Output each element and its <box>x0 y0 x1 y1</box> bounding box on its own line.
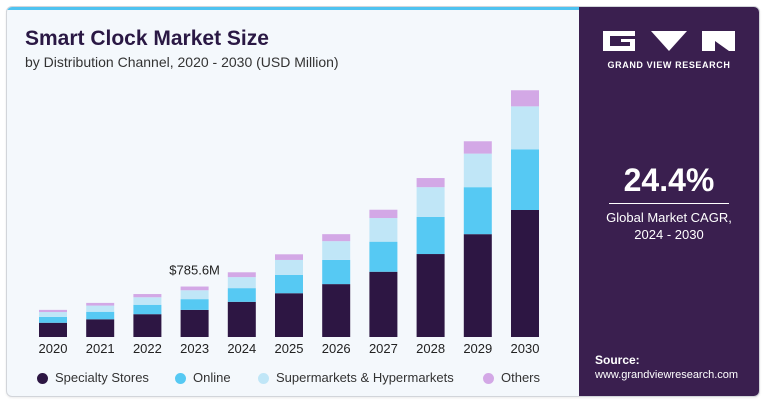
x-tick-label-2029: 2029 <box>463 341 492 356</box>
stacked-bar-chart: 2020 2021 2022 2023 2024 2025 2026 2027 2028 2029… <box>39 90 540 356</box>
bar-segment-2024-series-3 <box>227 272 256 278</box>
info-panel: GRAND VIEW RESEARCH 24.4% Global Market … <box>579 7 759 396</box>
bar-segment-2025-series-0 <box>275 293 303 337</box>
bar-segment-2027-series-3 <box>369 209 398 219</box>
x-tick-label-2030: 2030 <box>511 341 540 356</box>
x-tick-label-2023: 2023 <box>180 341 209 356</box>
bar-segment-2022-series-3 <box>133 294 162 298</box>
bar-segment-2029-series-1 <box>463 187 492 235</box>
bar-segment-2029-series-3 <box>463 141 492 154</box>
x-tick-label-2026: 2026 <box>322 341 351 356</box>
bar-segment-2030-series-1 <box>511 149 539 210</box>
bar-segment-2028-series-3 <box>416 178 445 188</box>
bar-segment-2026-series-0 <box>322 284 351 337</box>
bar-segment-2026-series-3 <box>322 234 351 242</box>
x-tick-label-2020: 2020 <box>39 341 68 356</box>
bar-segment-2029-series-2 <box>463 153 492 188</box>
bar-segment-2024-series-1 <box>227 288 256 302</box>
legend-swatch-others <box>483 373 494 384</box>
bar-segment-2026-series-1 <box>322 259 351 285</box>
bar-segment-2028-series-2 <box>416 187 445 217</box>
x-tick-label-2027: 2027 <box>369 341 398 356</box>
x-tick-label-2025: 2025 <box>275 341 304 356</box>
bar-segment-2020-series-1 <box>39 316 67 323</box>
chart-title: Smart Clock Market Size <box>25 27 269 50</box>
data-label-0: $785.6M <box>169 263 220 278</box>
bar-segment-2025-series-3 <box>275 254 303 260</box>
bar-segment-2024-series-2 <box>227 277 256 289</box>
legend-swatch-online <box>175 373 186 384</box>
cagr-label-line1: Global Market CAGR, <box>606 210 732 225</box>
legend-label-online: Online <box>193 370 231 385</box>
bar-segment-2027-series-2 <box>369 218 398 242</box>
legend-label-specialty-stores: Specialty Stores <box>55 370 149 385</box>
bar-segment-2025-series-2 <box>275 259 303 275</box>
chart-subtitle: by Distribution Channel, 2020 - 2030 (US… <box>25 54 339 70</box>
legend-swatch-specialty-stores <box>37 373 48 384</box>
bar-segment-2027-series-0 <box>369 271 398 337</box>
bar-segment-2029-series-0 <box>463 234 492 337</box>
bar-segment-2025-series-1 <box>275 274 303 294</box>
bar-segment-2023-series-0 <box>180 309 209 337</box>
x-tick-label-2024: 2024 <box>227 341 256 356</box>
bar-segment-2020-series-2 <box>39 312 67 317</box>
accent-bar <box>7 7 579 10</box>
legend-label-others: Others <box>501 370 541 385</box>
bar-segment-2023-series-3 <box>180 286 209 291</box>
chart-card: Smart Clock Market Size by Distribution … <box>6 6 760 397</box>
source-url[interactable]: www.grandviewresearch.com <box>595 369 739 381</box>
bar-segment-2020-series-0 <box>39 322 67 337</box>
x-tick-label-2028: 2028 <box>416 341 445 356</box>
bar-segment-2030-series-0 <box>511 209 539 337</box>
x-tick-label-2021: 2021 <box>86 341 115 356</box>
legend-swatch-supermarkets <box>258 373 269 384</box>
bar-segment-2022-series-0 <box>133 314 162 337</box>
bar-segment-2021-series-1 <box>86 311 115 320</box>
bar-segment-2024-series-0 <box>227 301 256 337</box>
bar-segment-2021-series-0 <box>86 319 115 337</box>
bar-segment-2020-series-3 <box>39 309 67 313</box>
bar-segment-2028-series-1 <box>416 216 445 255</box>
brand-name: GRAND VIEW RESEARCH <box>607 60 731 70</box>
bar-segment-2022-series-1 <box>133 304 162 315</box>
bar-segment-2021-series-2 <box>86 305 115 312</box>
bar-segment-2028-series-0 <box>416 254 445 337</box>
grand-view-research-logo <box>603 31 735 51</box>
bar-segment-2022-series-2 <box>133 297 162 305</box>
bar-segment-2030-series-3 <box>511 90 539 107</box>
x-tick-label-2022: 2022 <box>133 341 162 356</box>
cagr-divider <box>609 203 729 204</box>
bar-segment-2027-series-1 <box>369 241 398 272</box>
bar-segment-2023-series-1 <box>180 299 209 310</box>
bar-segment-2026-series-2 <box>322 241 351 260</box>
bar-segment-2030-series-2 <box>511 106 539 150</box>
bar-segment-2023-series-2 <box>180 290 209 300</box>
source-label: Source: <box>595 353 640 367</box>
cagr-label-line2: 2024 - 2030 <box>634 227 704 242</box>
legend-label-supermarkets: Supermarkets & Hypermarkets <box>276 370 454 385</box>
cagr-label: Global Market CAGR, 2024 - 2030 <box>579 209 759 243</box>
cagr-value: 24.4% <box>623 162 715 198</box>
bar-segment-2021-series-3 <box>86 302 115 306</box>
